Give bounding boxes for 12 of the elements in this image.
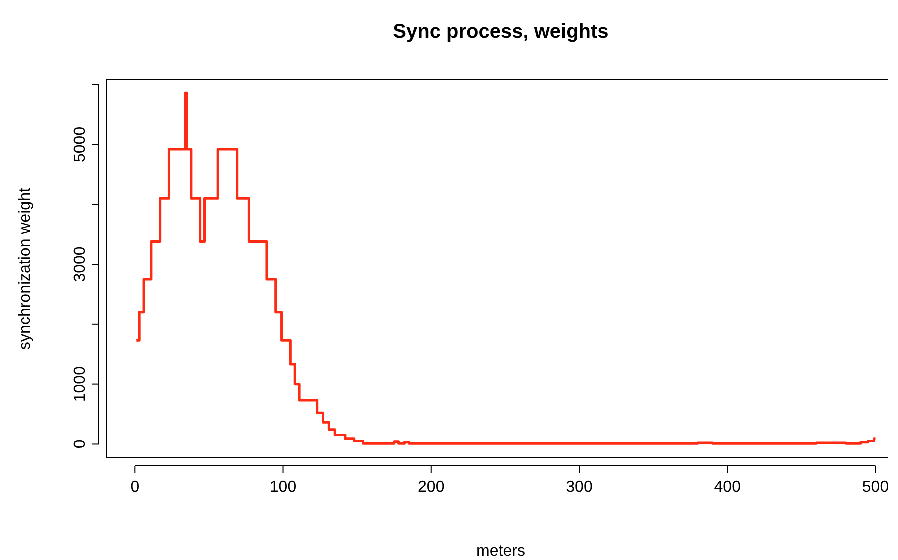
y-axis-title: synchronization weight [17,188,34,350]
x-tick-label: 400 [714,479,742,496]
x-tick-label: 100 [270,479,297,496]
y-tick-label: 5000 [72,126,89,162]
chart-title: Sync process, weights [393,21,609,43]
x-tick-label: 300 [566,479,593,496]
y-tick-label: 1000 [72,366,89,402]
x-tick-label: 0 [130,479,140,496]
x-axis-title: meters [476,543,526,560]
x-tick-label: 200 [418,479,445,496]
y-tick-label: 0 [72,440,89,449]
y-tick-label: 3000 [72,246,89,282]
